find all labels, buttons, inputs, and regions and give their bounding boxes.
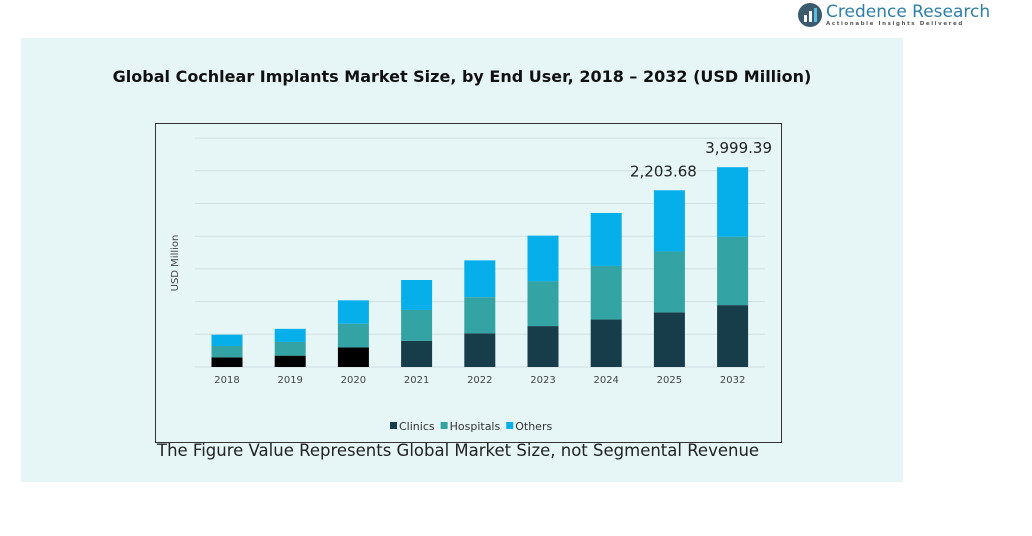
legend-swatch-hospitals bbox=[440, 422, 448, 429]
chart-panel bbox=[21, 38, 903, 482]
legend-label-hospitals: Hospitals bbox=[450, 420, 501, 433]
bar-others-2024 bbox=[590, 212, 622, 266]
x-tick-label-2025: 2025 bbox=[657, 375, 682, 386]
chart-frame bbox=[155, 123, 782, 443]
bar-clinics-2024 bbox=[590, 319, 622, 367]
x-tick-label-2024: 2024 bbox=[593, 375, 618, 386]
chart-title: Global Cochlear Implants Market Size, by… bbox=[112, 67, 812, 86]
bar-hospitals-2019 bbox=[274, 341, 306, 356]
logo-name: Credence Research bbox=[826, 2, 991, 22]
bar-hospitals-2018 bbox=[211, 346, 243, 358]
bar-others-2018 bbox=[211, 334, 243, 347]
legend-label-clinics: Clinics bbox=[399, 420, 435, 433]
bar-others-2021 bbox=[401, 279, 433, 310]
bar-hospitals-2032 bbox=[717, 236, 749, 306]
bar-others-2019 bbox=[274, 328, 306, 342]
bar-clinics-2021 bbox=[401, 340, 433, 367]
bar-hospitals-2020 bbox=[337, 323, 369, 348]
bar-hospitals-2023 bbox=[527, 281, 559, 327]
bar-clinics-2019 bbox=[274, 355, 306, 367]
bar-others-2020 bbox=[337, 300, 369, 324]
bar-clinics-2022 bbox=[464, 333, 496, 367]
legend-label-others: Others bbox=[515, 420, 552, 433]
legend-swatch-clinics bbox=[390, 422, 397, 429]
data-label-2032: 3,999.39 bbox=[705, 139, 772, 157]
bar-hospitals-2022 bbox=[464, 297, 496, 334]
bar-clinics-2032 bbox=[717, 305, 749, 367]
y-axis-label: USD Million bbox=[170, 235, 181, 292]
bar-others-2025 bbox=[653, 190, 685, 252]
x-tick-label-2021: 2021 bbox=[404, 375, 429, 386]
x-tick-label-2023: 2023 bbox=[530, 375, 555, 386]
bar-clinics-2018 bbox=[211, 357, 243, 367]
bar-hospitals-2025 bbox=[653, 251, 685, 313]
x-tick-label-2022: 2022 bbox=[467, 375, 492, 386]
bar-others-2023 bbox=[527, 235, 559, 282]
logo-tagline: Actionable Insights Delivered bbox=[826, 21, 964, 27]
credence-research-logo: Credence Research Actionable Insights De… bbox=[797, 2, 990, 28]
x-tick-label-2032: 2032 bbox=[720, 375, 745, 386]
bar-clinics-2025 bbox=[653, 312, 685, 367]
logo-bar-chart-icon bbox=[798, 3, 822, 27]
bar-clinics-2023 bbox=[527, 326, 559, 367]
x-tick-label-2020: 2020 bbox=[341, 375, 366, 386]
bar-clinics-2020 bbox=[337, 347, 369, 367]
bar-hospitals-2021 bbox=[401, 309, 433, 341]
bar-others-2032 bbox=[717, 167, 749, 237]
x-tick-label-2019: 2019 bbox=[277, 375, 302, 386]
bar-others-2022 bbox=[464, 260, 496, 298]
bar-hospitals-2024 bbox=[590, 265, 622, 320]
data-label-2025: 2,203.68 bbox=[630, 162, 697, 180]
x-tick-label-2018: 2018 bbox=[214, 375, 239, 386]
footnote: The Figure Value Represents Global Marke… bbox=[157, 441, 760, 460]
legend-swatch-others bbox=[506, 422, 514, 429]
